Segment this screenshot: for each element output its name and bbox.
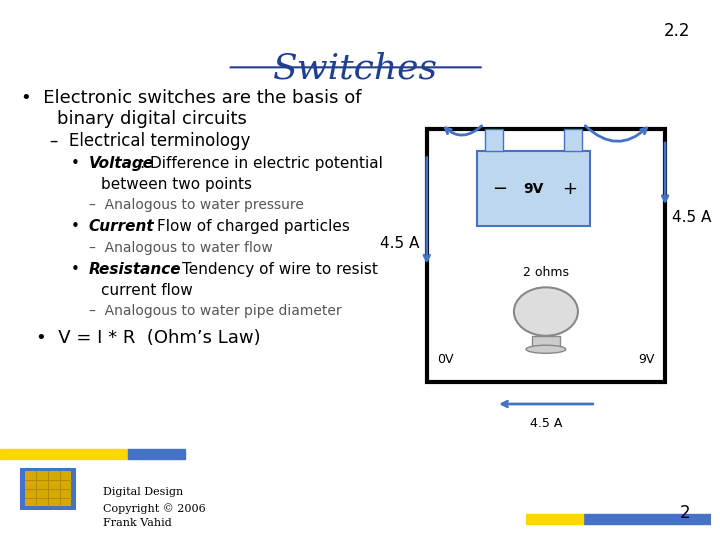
Bar xyxy=(477,151,590,226)
Text: Switches: Switches xyxy=(273,51,438,85)
Bar xyxy=(128,449,185,459)
Text: −: − xyxy=(492,179,508,198)
Text: •: • xyxy=(71,156,90,171)
Text: Current: Current xyxy=(89,219,155,234)
Bar xyxy=(25,471,71,507)
Text: 0V: 0V xyxy=(438,353,454,366)
Bar xyxy=(427,129,665,382)
Text: –  Analogous to water pressure: – Analogous to water pressure xyxy=(89,198,304,212)
Text: –  Analogous to water flow: – Analogous to water flow xyxy=(89,241,273,255)
Ellipse shape xyxy=(526,345,566,353)
Text: binary digital circuits: binary digital circuits xyxy=(57,110,247,129)
Text: Voltage: Voltage xyxy=(89,156,154,171)
Text: –  Electrical terminology: – Electrical terminology xyxy=(50,132,250,150)
Text: +: + xyxy=(562,179,577,198)
Text: •: • xyxy=(71,219,90,234)
Text: 2: 2 xyxy=(680,504,690,523)
Text: : Flow of charged particles: : Flow of charged particles xyxy=(148,219,350,234)
Text: 2.2: 2.2 xyxy=(663,22,690,39)
Bar xyxy=(0,449,128,459)
Text: 2 ohms: 2 ohms xyxy=(523,266,569,279)
Text: •: • xyxy=(71,262,90,278)
Bar xyxy=(485,129,503,151)
Bar xyxy=(583,514,711,524)
Bar xyxy=(526,514,583,524)
Bar xyxy=(564,129,582,151)
Text: Digital Design
Copyright © 2006
Frank Vahid: Digital Design Copyright © 2006 Frank Va… xyxy=(103,488,206,528)
Text: current flow: current flow xyxy=(101,284,193,298)
Text: : Difference in electric potential: : Difference in electric potential xyxy=(140,156,383,171)
Text: 9V: 9V xyxy=(523,181,544,195)
Text: Resistance: Resistance xyxy=(89,262,181,278)
Circle shape xyxy=(514,287,578,336)
Text: •  Electronic switches are the basis of: • Electronic switches are the basis of xyxy=(22,89,362,107)
Bar xyxy=(20,468,76,510)
Text: 4.5 A: 4.5 A xyxy=(672,211,711,225)
Text: •  V = I * R  (Ohm’s Law): • V = I * R (Ohm’s Law) xyxy=(35,328,260,347)
Text: : Tendency of wire to resist: : Tendency of wire to resist xyxy=(172,262,378,278)
Bar xyxy=(531,336,560,349)
Text: between two points: between two points xyxy=(101,177,252,192)
Text: 4.5 A: 4.5 A xyxy=(530,417,562,430)
Text: 9V: 9V xyxy=(638,353,654,366)
Text: 4.5 A: 4.5 A xyxy=(380,235,420,251)
Text: –  Analogous to water pipe diameter: – Analogous to water pipe diameter xyxy=(89,305,341,319)
